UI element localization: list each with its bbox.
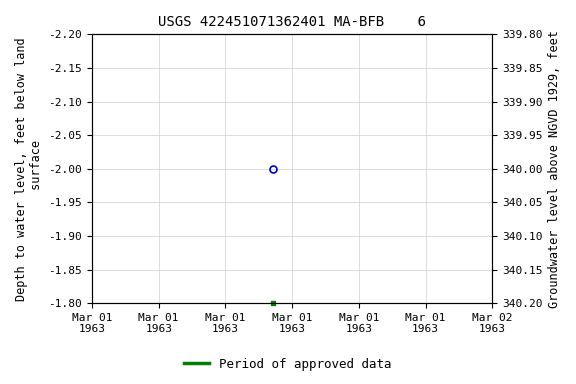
Y-axis label: Groundwater level above NGVD 1929, feet: Groundwater level above NGVD 1929, feet — [548, 30, 561, 308]
Title: USGS 422451071362401 MA-BFB    6: USGS 422451071362401 MA-BFB 6 — [158, 15, 426, 29]
Y-axis label: Depth to water level, feet below land
 surface: Depth to water level, feet below land su… — [15, 37, 43, 301]
Legend: Period of approved data: Period of approved data — [179, 353, 397, 376]
